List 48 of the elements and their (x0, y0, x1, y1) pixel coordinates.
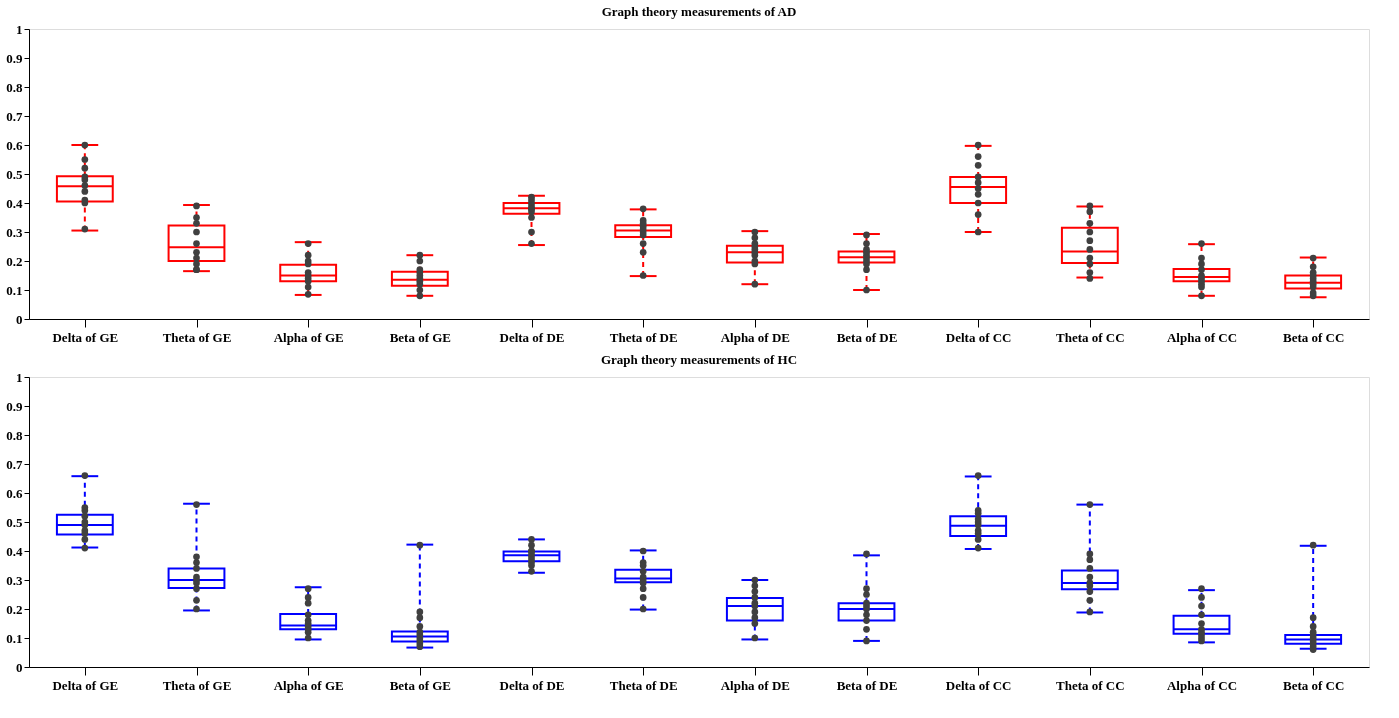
y-tick-label: 0.2 (6, 253, 23, 269)
y-tick-label: 0.9 (6, 398, 23, 414)
y-tick-label: 0.6 (6, 137, 23, 153)
x-tick-label: Theta of DE (609, 329, 678, 345)
y-tick-label: 0.3 (6, 572, 23, 588)
y-tick-label: 0 (16, 659, 23, 675)
y-tick-label: 0 (16, 311, 23, 327)
y-tick-label: 0.5 (6, 166, 23, 182)
x-tick-label: Delta of GE (52, 329, 119, 345)
chart-title: Graph theory measurements of AD (601, 4, 797, 19)
y-tick-label: 0.5 (6, 514, 23, 530)
x-tick-label: Theta of DE (609, 677, 678, 693)
x-tick-label: Theta of GE (162, 329, 232, 345)
x-tick-label: Delta of CC (945, 677, 1012, 693)
x-tick-label: Theta of CC (1056, 329, 1125, 345)
y-tick-label: 0.8 (6, 79, 23, 95)
y-tick-label: 0.1 (6, 630, 23, 646)
y-tick-label: 1 (16, 369, 23, 385)
x-tick-label: Beta of CC (1282, 677, 1345, 693)
y-tick-label: 0.8 (6, 427, 23, 443)
chart-title: Graph theory measurements of HC (600, 352, 798, 367)
y-tick-label: 0.7 (6, 456, 23, 472)
y-tick-label: 0.3 (6, 224, 23, 240)
y-tick-label: 0.2 (6, 601, 23, 617)
x-tick-label: Alpha of DE (720, 677, 791, 693)
x-tick-label: Beta of GE (389, 677, 452, 693)
y-tick-label: 0.4 (6, 195, 23, 211)
x-tick-label: Alpha of DE (720, 329, 791, 345)
x-tick-label: Alpha of CC (1166, 677, 1238, 693)
y-tick-label: 1 (16, 21, 23, 37)
x-tick-label: Beta of GE (389, 329, 452, 345)
x-tick-label: Theta of GE (162, 677, 232, 693)
x-tick-label: Alpha of GE (273, 329, 344, 345)
x-tick-label: Delta of CC (945, 329, 1012, 345)
y-tick-label: 0.7 (6, 108, 23, 124)
x-tick-label: Alpha of GE (273, 677, 344, 693)
y-tick-label: 0.4 (6, 543, 23, 559)
x-tick-label: Delta of DE (499, 677, 565, 693)
x-tick-label: Beta of CC (1282, 329, 1345, 345)
x-tick-label: Delta of GE (52, 677, 119, 693)
x-tick-label: Delta of DE (499, 329, 565, 345)
y-tick-label: 0.1 (6, 282, 23, 298)
x-tick-label: Beta of DE (836, 677, 898, 693)
x-tick-label: Alpha of CC (1166, 329, 1238, 345)
y-tick-label: 0.9 (6, 50, 23, 66)
x-tick-label: Theta of CC (1056, 677, 1125, 693)
x-tick-label: Beta of DE (836, 329, 898, 345)
y-tick-label: 0.6 (6, 485, 23, 501)
